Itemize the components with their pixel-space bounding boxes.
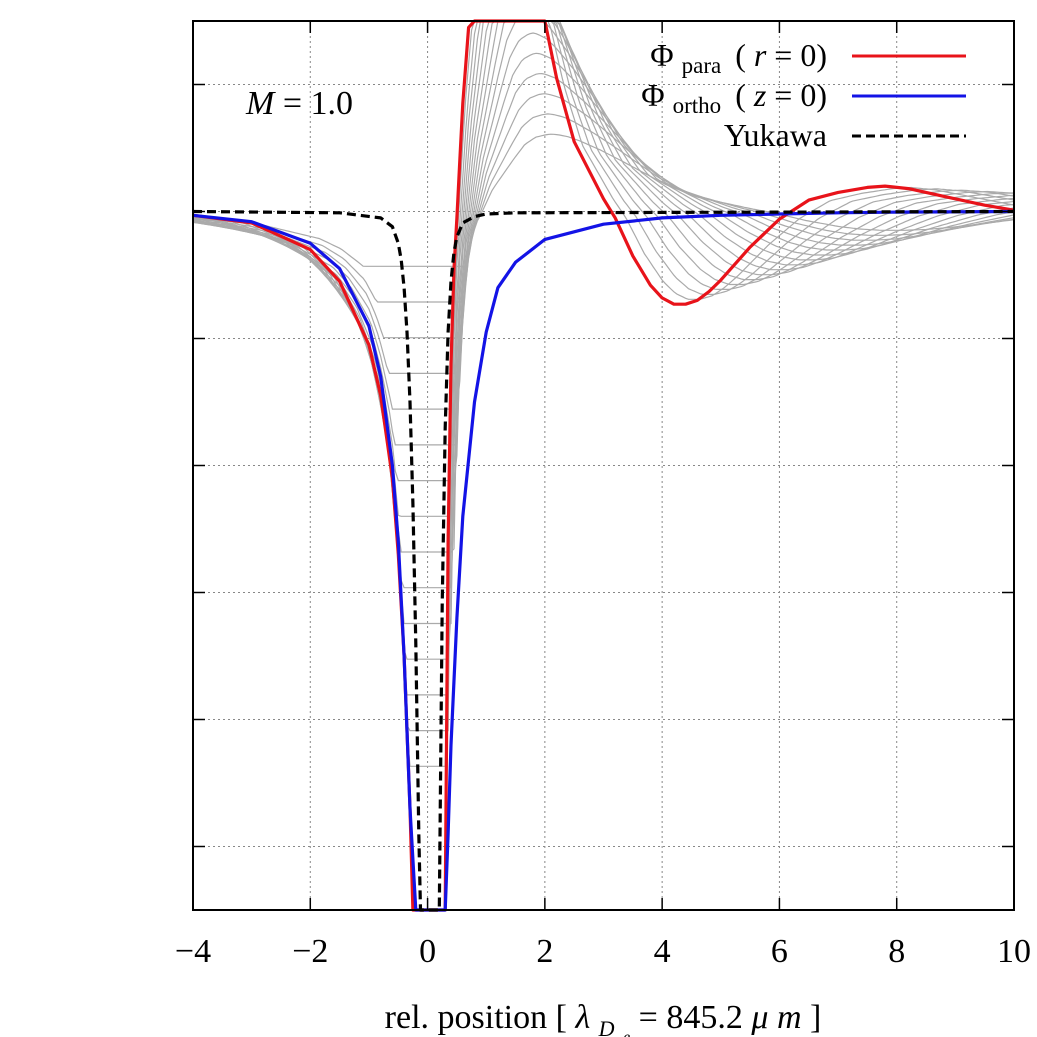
x-tick-label: 6 bbox=[771, 933, 788, 970]
legend-para-phi: Φ bbox=[650, 37, 673, 73]
x-tick-label: −4 bbox=[175, 933, 211, 970]
intermediate-curve bbox=[192, 20, 1015, 767]
mach-var: M bbox=[245, 85, 276, 122]
series-line-yukawa bbox=[192, 209, 1015, 912]
legend-para-rest: = 0) bbox=[774, 37, 827, 73]
axis-ticks bbox=[192, 21, 1015, 910]
legend-ortho-sub: ortho bbox=[673, 93, 722, 118]
legend-para-var: r bbox=[754, 37, 767, 73]
xlabel-sub-d: D bbox=[598, 1016, 615, 1037]
legend-para-open: ( bbox=[735, 37, 746, 73]
legend-label-para: Φ para ( r = 0) bbox=[650, 37, 827, 80]
x-tick-label: 10 bbox=[997, 933, 1031, 970]
mach-value: = 1.0 bbox=[283, 85, 353, 122]
x-tick-label: −2 bbox=[292, 933, 328, 970]
intermediate-curves bbox=[192, 20, 1015, 767]
x-axis-label: rel. position [ λ D e = 845.2 μ m ] bbox=[385, 999, 822, 1037]
x-tick-labels: −4 −2 0 2 4 6 8 10 bbox=[175, 933, 1031, 970]
xlabel-sub-e: e bbox=[623, 1029, 630, 1037]
xlabel-m: m bbox=[777, 999, 802, 1036]
xlabel-suffix: ] bbox=[810, 999, 821, 1036]
legend-label-yukawa: Yukawa bbox=[724, 117, 827, 153]
series-line-ortho bbox=[192, 209, 1015, 912]
mach-annotation: M = 1.0 bbox=[245, 85, 353, 122]
legend-para-sub: para bbox=[682, 53, 722, 78]
x-tick-label: 2 bbox=[536, 933, 553, 970]
intermediate-curve bbox=[192, 20, 1015, 696]
legend-ortho-rest: = 0) bbox=[774, 77, 827, 113]
x-tick-label: 0 bbox=[419, 933, 436, 970]
xlabel-prefix: rel. position [ bbox=[385, 999, 567, 1036]
grid-lines bbox=[193, 21, 1014, 910]
legend-ortho-open: ( bbox=[735, 77, 746, 113]
xlabel-eq: = 845.2 bbox=[639, 999, 743, 1036]
intermediate-curve bbox=[192, 20, 1015, 732]
intermediate-curve bbox=[192, 20, 1015, 660]
intermediate-curve bbox=[192, 113, 1015, 303]
legend-label-ortho: Φ ortho ( z = 0) bbox=[641, 77, 827, 120]
legend-ortho-var: z bbox=[753, 77, 767, 113]
legend: Φ para ( r = 0) Φ ortho ( z = 0) Yukawa bbox=[641, 37, 966, 153]
legend-ortho-phi: Φ bbox=[641, 77, 664, 113]
xlabel-lambda: λ bbox=[574, 999, 590, 1036]
intermediate-curve bbox=[192, 133, 1015, 267]
intermediate-curve bbox=[192, 93, 1015, 339]
x-tick-label: 4 bbox=[654, 933, 671, 970]
xlabel-mu: μ bbox=[750, 999, 768, 1036]
x-tick-label: 8 bbox=[888, 933, 905, 970]
